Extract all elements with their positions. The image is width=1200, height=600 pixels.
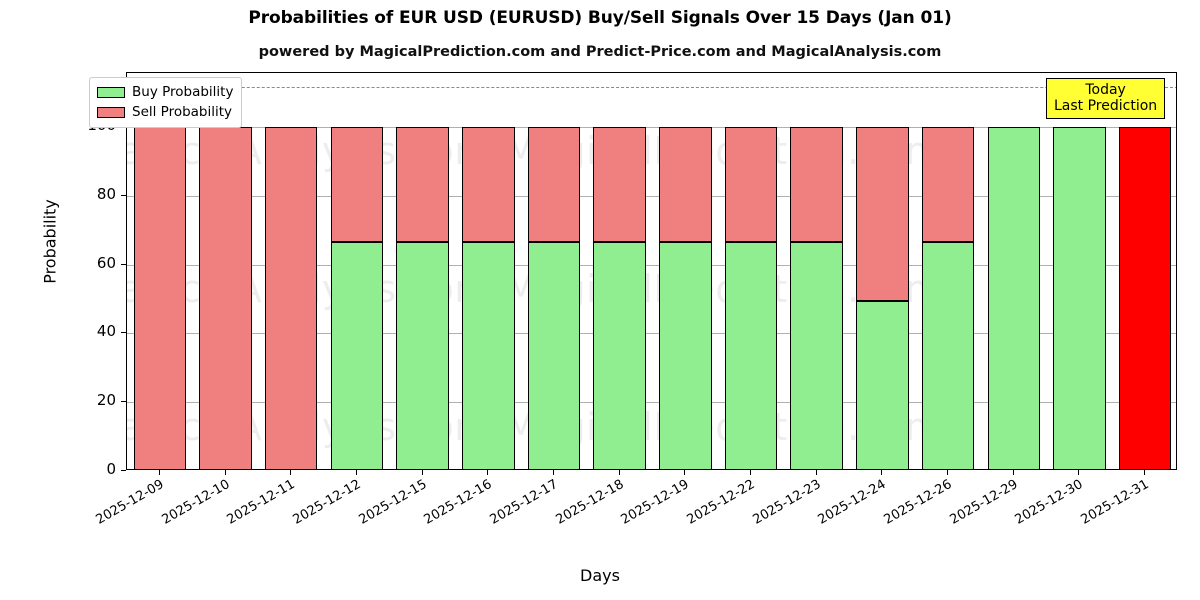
bar-segment-sell[interactable] [264,127,318,469]
bar-segment-sell[interactable] [462,127,515,242]
y-axis-tick-mark [121,194,126,196]
y-axis-tick-mark [121,470,126,471]
bar-group[interactable] [330,73,384,469]
bar-group[interactable] [527,73,581,469]
bar-segment-buy[interactable] [659,241,712,469]
gridline [127,402,1176,404]
legend: Buy Probability Sell Probability [89,77,243,128]
x-axis-tick-mark [1012,470,1014,475]
bar-segment-buy[interactable] [921,241,975,469]
bar-segment-sell[interactable] [856,127,909,301]
bar-segment-sell[interactable] [330,127,384,242]
bar-segment-buy[interactable] [724,241,778,469]
bar-segment-sell[interactable] [724,127,778,242]
bar-segment-sell[interactable] [921,127,975,242]
gridline [127,333,1176,335]
gridline [127,195,1176,197]
bar-group[interactable] [987,73,1041,469]
bar-segment-buy[interactable] [593,241,646,469]
bar-segment-sell[interactable] [593,127,646,242]
legend-item[interactable]: Sell Probability [97,102,233,122]
y-axis-tick-mark [121,401,126,403]
x-axis-tick-mark [552,470,554,475]
bar-series-container [127,73,1176,469]
bar-segment-buy[interactable] [856,300,909,469]
gridline [127,264,1176,266]
legend-item[interactable]: Buy Probability [97,82,233,102]
bar-segment-sell[interactable] [133,127,187,469]
page-title: Probabilities of EUR USD (EURUSD) Buy/Se… [248,8,952,28]
bar-group[interactable] [133,73,187,469]
y-axis-title: Probability [40,199,60,284]
bar-group[interactable] [1118,73,1172,469]
y-axis-tick-label: 40 [96,322,116,341]
bar-segment-sell[interactable] [659,127,712,242]
x-axis-tick-mark [947,470,949,475]
today-annotation-line-1: Today [1085,82,1126,98]
bar-segment-buy[interactable] [396,241,449,469]
bar-segment-buy[interactable] [462,241,515,469]
gridline [127,127,1176,128]
y-axis-tick-label: 20 [96,391,116,410]
bar-segment-today[interactable] [1118,127,1172,469]
x-axis-title: Days [580,566,620,585]
chart-subtitle: powered by MagicalPrediction.com and Pre… [258,44,942,60]
y-axis-tick-mark [121,332,126,334]
plot-area: MagicalAnalysis.com MagicalPrediction.co… [126,72,1177,470]
x-axis-tick-mark [355,470,357,475]
legend-swatch-icon [97,106,125,118]
bar-segment-buy[interactable] [987,127,1041,469]
x-axis-tick-mark [1144,470,1146,475]
bar-group[interactable] [790,73,843,469]
x-axis-tick-mark [224,470,226,475]
x-axis-tick-mark [881,470,883,475]
bar-segment-buy[interactable] [527,241,581,469]
bar-group[interactable] [921,73,975,469]
bar-group[interactable] [856,73,909,469]
x-axis-tick-mark [1078,470,1080,475]
today-annotation-line-2: Last Prediction [1054,98,1158,115]
bar-segment-buy[interactable] [1053,127,1106,469]
y-axis-tick-label: 0 [106,460,116,478]
x-axis-tick-mark [815,470,817,475]
legend-item-label: Sell Probability [132,104,233,120]
bar-group[interactable] [462,73,515,469]
x-axis-tick-mark [290,470,292,475]
legend-swatch-icon [97,86,125,98]
x-axis-tick-mark [618,470,620,475]
bar-group[interactable] [593,73,646,469]
x-axis-tick-mark [750,470,752,475]
x-axis-tick-mark [684,470,686,475]
bar-segment-sell[interactable] [199,127,252,469]
bar-group[interactable] [396,73,449,469]
bar-group[interactable] [264,73,318,469]
y-axis-tick-mark [121,263,126,265]
x-axis-tick-mark [421,470,423,475]
bar-group[interactable] [724,73,778,469]
today-annotation: Today Last Prediction [1046,78,1166,120]
legend-item-label: Buy Probability [132,84,234,100]
x-axis-tick-mark [487,470,489,475]
bar-group[interactable] [659,73,712,469]
x-axis-tick-mark [158,470,160,475]
bar-group[interactable] [1053,73,1106,469]
y-axis-tick-label: 60 [96,253,116,272]
bar-segment-buy[interactable] [330,241,384,469]
bar-segment-sell[interactable] [790,127,843,242]
y-axis-tick-label: 80 [96,184,116,203]
bar-segment-sell[interactable] [527,127,581,242]
bar-segment-sell[interactable] [396,127,449,242]
reference-dashed-line [127,87,1176,89]
bar-segment-buy[interactable] [790,241,843,469]
bar-group[interactable] [199,73,252,469]
